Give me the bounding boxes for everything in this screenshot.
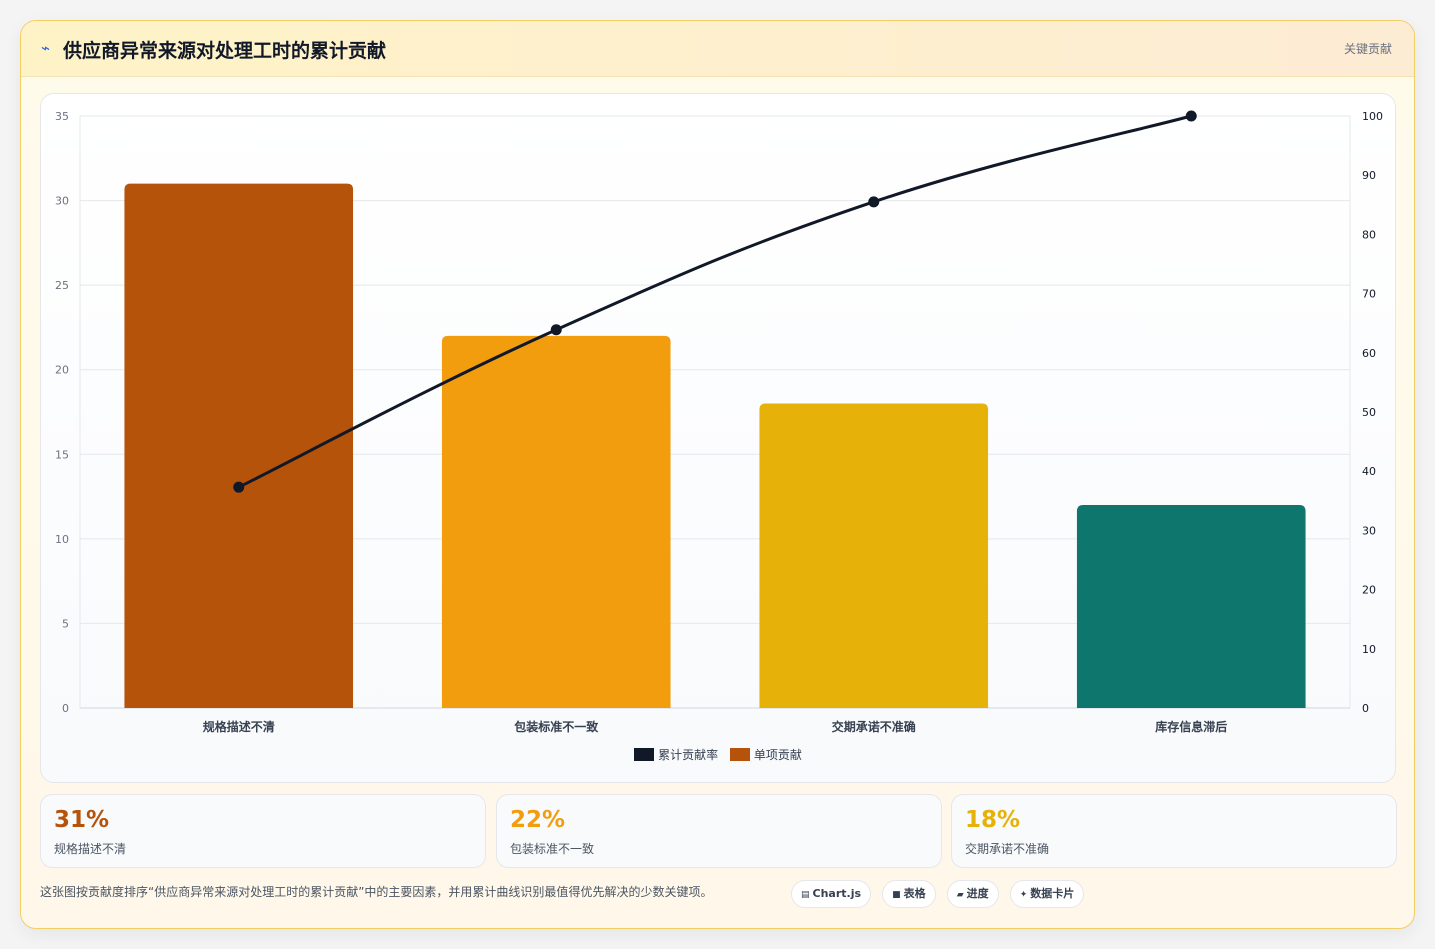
feature-chips: ▤ Chart.js ■ 表格 ▰ 进度 ✦ 数据卡片 xyxy=(791,880,1090,908)
x-tick-label: 交期承诺不准确 xyxy=(832,719,916,734)
legend-swatch-single xyxy=(729,748,750,761)
chart-description: 这张图按贡献度排序“供应商异常来源对处理工时的累计贡献”中的主要因素，并用累计曲… xyxy=(40,885,713,899)
y-right-tick-label: 80 xyxy=(1362,228,1376,241)
y-right-tick-label: 50 xyxy=(1362,406,1376,419)
y-left-tick-label: 10 xyxy=(55,533,69,546)
chart-card: ⌁ 供应商异常来源对处理工时的累计贡献 关键贡献 0 5 10 15 20 25 30 35 0… xyxy=(20,20,1415,929)
legend-item-cumulative[interactable]: 累计贡献率 xyxy=(634,746,718,763)
legend-label-cumulative: 累计贡献率 xyxy=(658,748,719,762)
sparkle-icon: ✦ xyxy=(1019,890,1028,900)
stat-label: 包装标准不一致 xyxy=(510,842,595,856)
y-right-tick-label: 0 xyxy=(1362,702,1369,715)
y-right-tick-label: 20 xyxy=(1362,584,1376,597)
y-left-tick-label: 30 xyxy=(55,195,69,208)
card-header: ⌁ 供应商异常来源对处理工时的累计贡献 关键贡献 xyxy=(21,21,1414,77)
y-right-tick-label: 40 xyxy=(1362,465,1376,478)
cumulative-line xyxy=(238,114,1192,489)
stat-card: 18% 交期承诺不准确 xyxy=(951,794,1397,868)
chip-chartjs[interactable]: ▤ Chart.js xyxy=(791,880,872,908)
stat-value: 18% xyxy=(965,807,1021,833)
y-right-tick-label: 10 xyxy=(1362,643,1376,656)
table-icon: ■ xyxy=(892,890,901,900)
y-left-tick-label: 5 xyxy=(62,617,69,630)
cumulative-point xyxy=(550,324,562,336)
y-right-tick-label: 100 xyxy=(1362,110,1383,123)
stat-label: 规格描述不清 xyxy=(54,842,127,856)
y-right-tick-label: 90 xyxy=(1362,169,1376,182)
pareto-chart: 0 5 10 15 20 25 30 35 0 10 20 30 40 50 60 70 80 90 100 规格描述… xyxy=(55,110,1383,734)
y-left-tick-label: 25 xyxy=(55,279,69,292)
y-left-tick-label: 0 xyxy=(62,702,69,715)
cumulative-point xyxy=(233,481,245,493)
stat-cards: 31% 规格描述不清 22% 包装标准不一致 18% 交期承诺不准确 xyxy=(40,794,1397,868)
y-right-tick-label: 30 xyxy=(1362,524,1376,537)
x-tick-label: 包装标准不一致 xyxy=(513,719,599,734)
pareto-chart-container: 0 5 10 15 20 25 30 35 0 10 20 30 40 50 60 70 80 90 100 规格描述… xyxy=(40,93,1396,783)
bar xyxy=(124,183,354,709)
chip-table[interactable]: ■ 表格 xyxy=(882,880,936,908)
chart-icon: ▤ xyxy=(801,890,810,900)
stat-card: 31% 规格描述不清 xyxy=(40,794,486,868)
cumulative-point xyxy=(1185,110,1197,122)
y-right-tick-label: 60 xyxy=(1362,347,1376,360)
progress-icon: ▰ xyxy=(956,890,964,900)
bar xyxy=(759,403,989,708)
stat-card: 22% 包装标准不一致 xyxy=(496,794,942,868)
y-left-tick-label: 15 xyxy=(55,448,69,461)
stat-value: 31% xyxy=(54,807,110,833)
legend-label-single: 单项贡献 xyxy=(753,748,802,762)
x-tick-label: 库存信息滞后 xyxy=(1155,719,1227,734)
card-title: 供应商异常来源对处理工时的累计贡献 xyxy=(63,40,387,62)
legend-item-single[interactable]: 单项贡献 xyxy=(729,746,802,763)
bar xyxy=(1076,505,1306,708)
chip-data-card[interactable]: ✦ 数据卡片 xyxy=(1009,880,1085,908)
y-left-tick-label: 35 xyxy=(55,110,69,123)
x-tick-label: 规格描述不清 xyxy=(203,719,275,734)
cumulative-point xyxy=(868,196,880,208)
y-right-tick-label: 70 xyxy=(1362,288,1376,301)
legend-swatch-cumulative xyxy=(634,748,655,761)
key-contribution-badge: 关键贡献 xyxy=(1343,42,1392,56)
stat-label: 交期承诺不准确 xyxy=(965,842,1050,856)
stat-value: 22% xyxy=(510,807,566,833)
chip-progress[interactable]: ▰ 进度 xyxy=(946,880,999,908)
chart-legend: 累计贡献率 单项贡献 xyxy=(41,746,1395,763)
y-left-tick-label: 20 xyxy=(55,364,69,377)
bolt-icon: ⌁ xyxy=(41,39,51,57)
bar xyxy=(441,335,671,708)
